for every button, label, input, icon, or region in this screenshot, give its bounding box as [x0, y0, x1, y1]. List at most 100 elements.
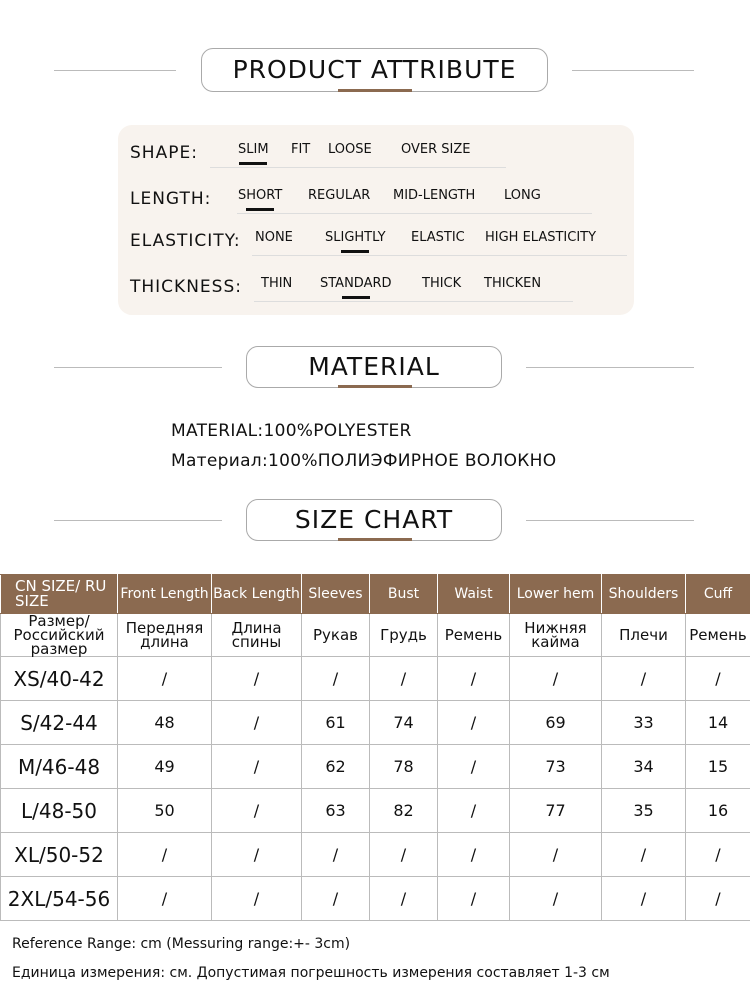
reference-note-ru: Единица измерения: см. Допустимая погреш…: [12, 965, 610, 981]
title-accent-bar: [338, 538, 412, 541]
column-header: Sleeves: [301, 574, 370, 614]
table-cell: 16: [685, 788, 750, 833]
table-cell: /: [211, 876, 302, 921]
table-cell: /: [437, 876, 510, 921]
table-cell: /: [117, 876, 212, 921]
column-header: CN SIZE/ RU SIZE: [0, 574, 118, 614]
column-header: Shoulders: [601, 574, 686, 614]
column-header-ru: Грудь: [369, 613, 438, 657]
attribute-label: SHAPE:: [130, 143, 198, 163]
column-header-ru: Плечи: [601, 613, 686, 657]
column-header: Back Length: [211, 574, 302, 614]
table-cell: /: [369, 832, 438, 877]
attribute-option: NONE: [255, 230, 293, 245]
attribute-row: SHAPE: SLIM FIT LOOSE OVER SIZE: [130, 137, 630, 168]
table-cell: /: [437, 788, 510, 833]
attribute-line: [252, 255, 627, 256]
attribute-row: LENGTH: SHORT REGULAR MID-LENGTH LONG: [130, 183, 630, 214]
size-cell: S/42-44: [0, 700, 118, 745]
table-cell: /: [211, 832, 302, 877]
table-cell: 78: [369, 744, 438, 789]
attribute-option: ELASTIC: [411, 230, 465, 245]
attribute-option: THIN: [261, 276, 293, 291]
attribute-line: [237, 213, 592, 214]
size-cell: 2XL/54-56: [0, 876, 118, 921]
column-header: Cuff: [685, 574, 750, 614]
table-cell: 49: [117, 744, 212, 789]
table-cell: /: [685, 876, 750, 921]
table-row: XS/40-42// / / / / / /: [0, 656, 750, 701]
attribute-option: REGULAR: [308, 188, 371, 203]
table-cell: 63: [301, 788, 370, 833]
table-cell: 15: [685, 744, 750, 789]
table-cell: /: [301, 876, 370, 921]
attribute-row: ELASTICITY: NONE SLIGHTLY ELASTIC HIGH ELAST…: [130, 225, 630, 256]
attribute-row: THICKNESS: THIN STANDARD THICK THICKEN: [130, 271, 630, 302]
table-cell: 62: [301, 744, 370, 789]
attribute-line: [210, 167, 506, 168]
table-cell: /: [211, 656, 302, 701]
table-cell: 77: [509, 788, 602, 833]
table-row: L/48-50 50/63 82/77 35 16: [0, 788, 750, 833]
table-cell: 82: [369, 788, 438, 833]
column-header-ru: Нижняя кайма: [509, 613, 602, 657]
table-cell: 48: [117, 700, 212, 745]
size-chart-title: SIZE CHART: [246, 499, 502, 541]
table-cell: 74: [369, 700, 438, 745]
header-row-en: CN SIZE/ RU SIZE Front Length Back Length S…: [0, 574, 750, 614]
table-row: S/42-44 48/61 74/69 33 14: [0, 700, 750, 745]
divider: [54, 70, 176, 71]
product-attribute-title: PRODUCT ATTRIBUTE: [201, 48, 548, 92]
column-header-ru: Передняя длина: [117, 613, 212, 657]
table-row: XL/50-52// / / / / / /: [0, 832, 750, 877]
table-cell: /: [437, 744, 510, 789]
table-cell: /: [601, 876, 686, 921]
table-cell: 35: [601, 788, 686, 833]
table-cell: /: [509, 832, 602, 877]
table-cell: 14: [685, 700, 750, 745]
divider: [54, 520, 222, 521]
header-row-ru: Размер/ Российский размер Передняя длина Д…: [0, 613, 750, 657]
attribute-option: THICKEN: [484, 276, 542, 291]
divider: [526, 520, 694, 521]
divider: [572, 70, 694, 71]
size-cell: L/48-50: [0, 788, 118, 833]
table-cell: /: [211, 744, 302, 789]
table-cell: /: [601, 832, 686, 877]
table-cell: 61: [301, 700, 370, 745]
attribute-line: [254, 301, 573, 302]
column-header: Waist: [437, 574, 510, 614]
table-cell: /: [117, 656, 212, 701]
table-cell: /: [211, 788, 302, 833]
column-header: Front Length: [117, 574, 212, 614]
table-cell: /: [685, 832, 750, 877]
table-cell: 73: [509, 744, 602, 789]
table-row: 2XL/54-56// / / / / / /: [0, 876, 750, 921]
attribute-option: LONG: [504, 188, 541, 203]
attribute-option: SHORT: [238, 188, 283, 203]
table-cell: /: [437, 832, 510, 877]
attribute-option: SLIGHTLY: [325, 230, 386, 245]
table-cell: 69: [509, 700, 602, 745]
attribute-label: ELASTICITY:: [130, 231, 241, 251]
attribute-panel: SHAPE: SLIM FIT LOOSE OVER SIZE LENGTH: SHORT R…: [118, 125, 634, 315]
table-cell: /: [369, 876, 438, 921]
table-cell: /: [301, 656, 370, 701]
attribute-option: FIT: [291, 142, 311, 157]
table-cell: /: [437, 656, 510, 701]
attribute-option: SLIM: [238, 142, 269, 157]
size-cell: XS/40-42: [0, 656, 118, 701]
table-cell: 33: [601, 700, 686, 745]
column-header: Bust: [369, 574, 438, 614]
column-header-ru: Длина спины: [211, 613, 302, 657]
table-cell: 34: [601, 744, 686, 789]
attribute-option: MID-LENGTH: [393, 188, 476, 203]
title-accent-bar: [338, 385, 412, 388]
material-ru: Материал:100%ПОЛИЭФИРНОЕ ВОЛОКНО: [171, 451, 557, 471]
column-header-ru: Рукав: [301, 613, 370, 657]
column-header-ru: Ремень: [437, 613, 510, 657]
column-header-ru: Ремень: [685, 613, 750, 657]
column-header: Lower hem: [509, 574, 602, 614]
table-cell: /: [509, 656, 602, 701]
table-cell: /: [117, 832, 212, 877]
